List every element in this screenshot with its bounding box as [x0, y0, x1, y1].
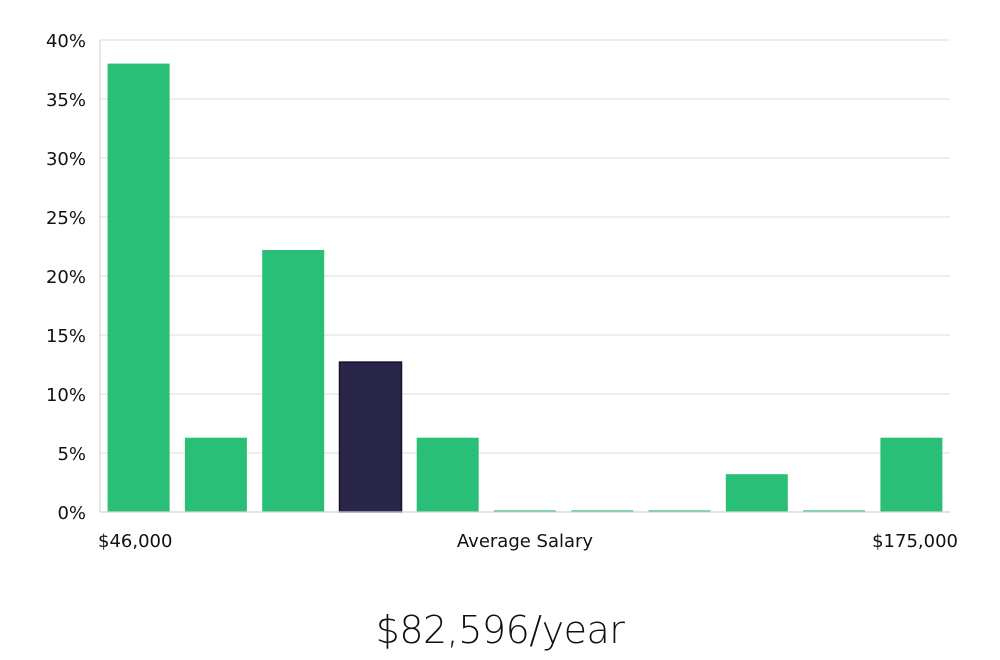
bar: [803, 510, 866, 512]
bar: [416, 437, 479, 512]
bar: [494, 510, 556, 512]
bar: [648, 510, 711, 512]
y-tick-label: 20%: [46, 267, 86, 288]
bars: [107, 63, 943, 513]
y-axis-ticks: 0% 5% 10% 15% 20% 25% 30% 35% 40%: [46, 31, 86, 524]
bar: [184, 437, 247, 512]
x-axis-max-label: $175,000: [872, 531, 958, 552]
bar: [725, 474, 788, 512]
bar-average-highlight: [338, 361, 403, 513]
salary-distribution-chart: 0% 5% 10% 15% 20% 25% 30% 35% 40% $46,000 Averag…: [46, 31, 958, 552]
y-tick-label: 5%: [57, 444, 86, 465]
bar: [571, 510, 634, 512]
x-axis-min-label: $46,000: [98, 531, 172, 552]
bar: [107, 63, 170, 512]
bar: [262, 250, 325, 512]
y-tick-label: 10%: [46, 385, 86, 406]
x-axis-title: Average Salary: [457, 531, 594, 552]
y-tick-label: 0%: [57, 503, 86, 524]
y-tick-label: 35%: [46, 90, 86, 111]
y-tick-label: 40%: [46, 31, 86, 52]
y-tick-label: 30%: [46, 149, 86, 170]
y-tick-label: 15%: [46, 326, 86, 347]
grid-lines: [100, 39, 950, 454]
average-salary-value: $82,596/year: [375, 608, 625, 652]
y-tick-label: 25%: [46, 208, 86, 229]
bar: [880, 437, 943, 512]
